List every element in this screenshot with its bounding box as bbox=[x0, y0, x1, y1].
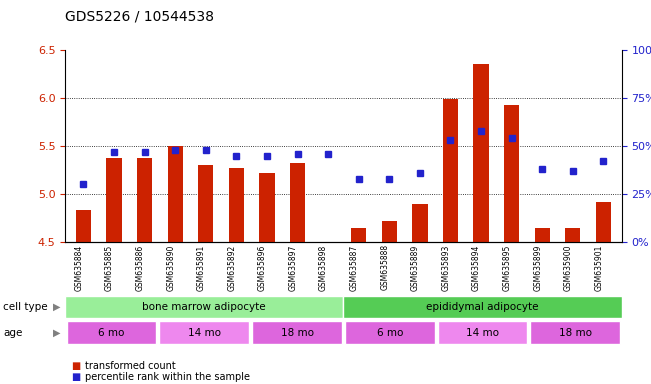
Bar bbox=[596, 202, 611, 242]
Bar bbox=[229, 168, 244, 242]
Bar bbox=[76, 210, 91, 242]
Text: 14 mo: 14 mo bbox=[466, 328, 499, 338]
Bar bbox=[137, 159, 152, 242]
Text: GSM635900: GSM635900 bbox=[564, 244, 573, 291]
Text: 18 mo: 18 mo bbox=[281, 328, 314, 338]
Text: GSM635894: GSM635894 bbox=[472, 244, 481, 291]
Bar bbox=[167, 146, 183, 242]
Text: 18 mo: 18 mo bbox=[559, 328, 592, 338]
Text: GSM635901: GSM635901 bbox=[594, 244, 603, 291]
Bar bbox=[252, 321, 342, 344]
Text: GSM635887: GSM635887 bbox=[350, 244, 359, 291]
Bar bbox=[259, 173, 275, 242]
Bar bbox=[66, 321, 156, 344]
Text: GSM635889: GSM635889 bbox=[411, 244, 420, 291]
Bar bbox=[381, 221, 397, 242]
Text: 14 mo: 14 mo bbox=[187, 328, 221, 338]
Text: bone marrow adipocyte: bone marrow adipocyte bbox=[143, 302, 266, 312]
Bar bbox=[198, 165, 214, 242]
Text: GDS5226 / 10544538: GDS5226 / 10544538 bbox=[65, 10, 214, 23]
Text: GSM635893: GSM635893 bbox=[441, 244, 450, 291]
Text: GSM635898: GSM635898 bbox=[319, 244, 328, 291]
Text: GSM635888: GSM635888 bbox=[380, 244, 389, 290]
Bar bbox=[534, 227, 550, 242]
Text: 6 mo: 6 mo bbox=[98, 328, 125, 338]
Bar bbox=[159, 321, 249, 344]
Bar bbox=[473, 65, 489, 242]
Bar bbox=[290, 163, 305, 242]
Text: GSM635896: GSM635896 bbox=[258, 244, 267, 291]
Text: GSM635899: GSM635899 bbox=[533, 244, 542, 291]
Bar bbox=[345, 321, 435, 344]
Bar bbox=[443, 99, 458, 242]
Text: ■: ■ bbox=[72, 361, 81, 371]
Text: cell type: cell type bbox=[3, 302, 48, 312]
Text: epididymal adipocyte: epididymal adipocyte bbox=[426, 302, 539, 312]
Text: percentile rank within the sample: percentile rank within the sample bbox=[85, 372, 249, 382]
Text: GSM635892: GSM635892 bbox=[227, 244, 236, 291]
Bar bbox=[565, 227, 581, 242]
Text: ■: ■ bbox=[72, 372, 81, 382]
Text: GSM635895: GSM635895 bbox=[503, 244, 512, 291]
Bar bbox=[531, 321, 620, 344]
Text: GSM635886: GSM635886 bbox=[135, 244, 145, 291]
Text: age: age bbox=[3, 328, 23, 338]
Bar bbox=[504, 105, 519, 242]
Text: GSM635884: GSM635884 bbox=[74, 244, 83, 291]
Text: transformed count: transformed count bbox=[85, 361, 175, 371]
Text: ▶: ▶ bbox=[53, 302, 61, 312]
Bar bbox=[351, 227, 367, 242]
Text: GSM635890: GSM635890 bbox=[166, 244, 175, 291]
Text: GSM635891: GSM635891 bbox=[197, 244, 206, 291]
Bar bbox=[65, 296, 344, 318]
Text: GSM635897: GSM635897 bbox=[288, 244, 298, 291]
Bar bbox=[106, 159, 122, 242]
Bar bbox=[437, 321, 527, 344]
Text: GSM635885: GSM635885 bbox=[105, 244, 114, 291]
Text: ▶: ▶ bbox=[53, 328, 61, 338]
Text: 6 mo: 6 mo bbox=[376, 328, 403, 338]
Bar bbox=[344, 296, 622, 318]
Bar bbox=[412, 204, 428, 242]
